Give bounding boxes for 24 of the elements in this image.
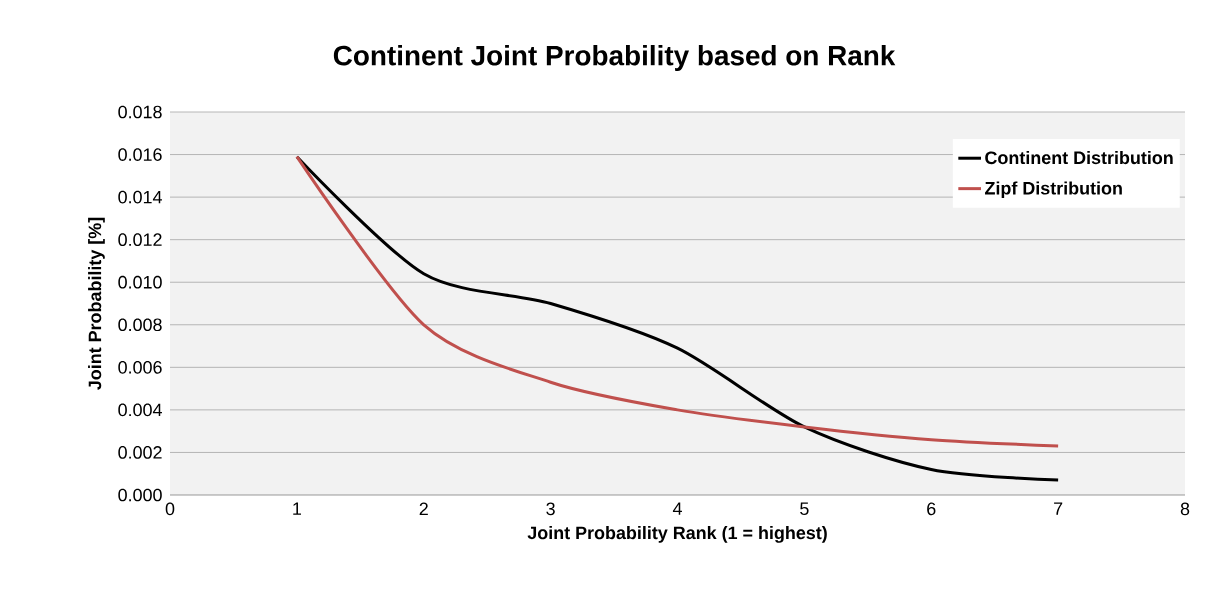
y-tick-label: 0.014	[118, 190, 162, 204]
x-tick-label: 6	[927, 502, 936, 516]
y-axis-title: Joint Probability [%]	[88, 217, 105, 390]
x-tick-label: 2	[419, 502, 428, 516]
y-tick-label: 0.002	[118, 446, 162, 459]
x-tick-label: 5	[800, 502, 809, 516]
legend-label: Zipf Distribution	[985, 181, 1122, 199]
x-axis-title: Joint Probability Rank (1 = highest)	[527, 526, 827, 543]
y-tick-label: 0.004	[118, 403, 162, 417]
legend-label: Continent Distribution	[985, 150, 1173, 165]
y-tick-label: 0.008	[118, 318, 162, 332]
x-tick-label: 8	[1180, 502, 1190, 516]
x-tick-label: 1	[293, 502, 301, 515]
x-tick-label: 4	[672, 502, 682, 515]
y-tick-label: 0.000	[118, 488, 162, 502]
y-tick-label: 0.016	[118, 148, 162, 161]
y-tick-label: 0.010	[118, 275, 162, 289]
y-tick-label: 0.006	[118, 360, 162, 374]
y-tick-label: 0.012	[118, 233, 162, 247]
x-tick-label: 0	[165, 502, 175, 516]
x-tick-label: 7	[1054, 502, 1063, 515]
y-tick-label: 0.018	[118, 105, 162, 119]
chart-title: Continent Joint Probability based on Rank	[333, 45, 896, 71]
x-tick-label: 3	[546, 502, 555, 516]
